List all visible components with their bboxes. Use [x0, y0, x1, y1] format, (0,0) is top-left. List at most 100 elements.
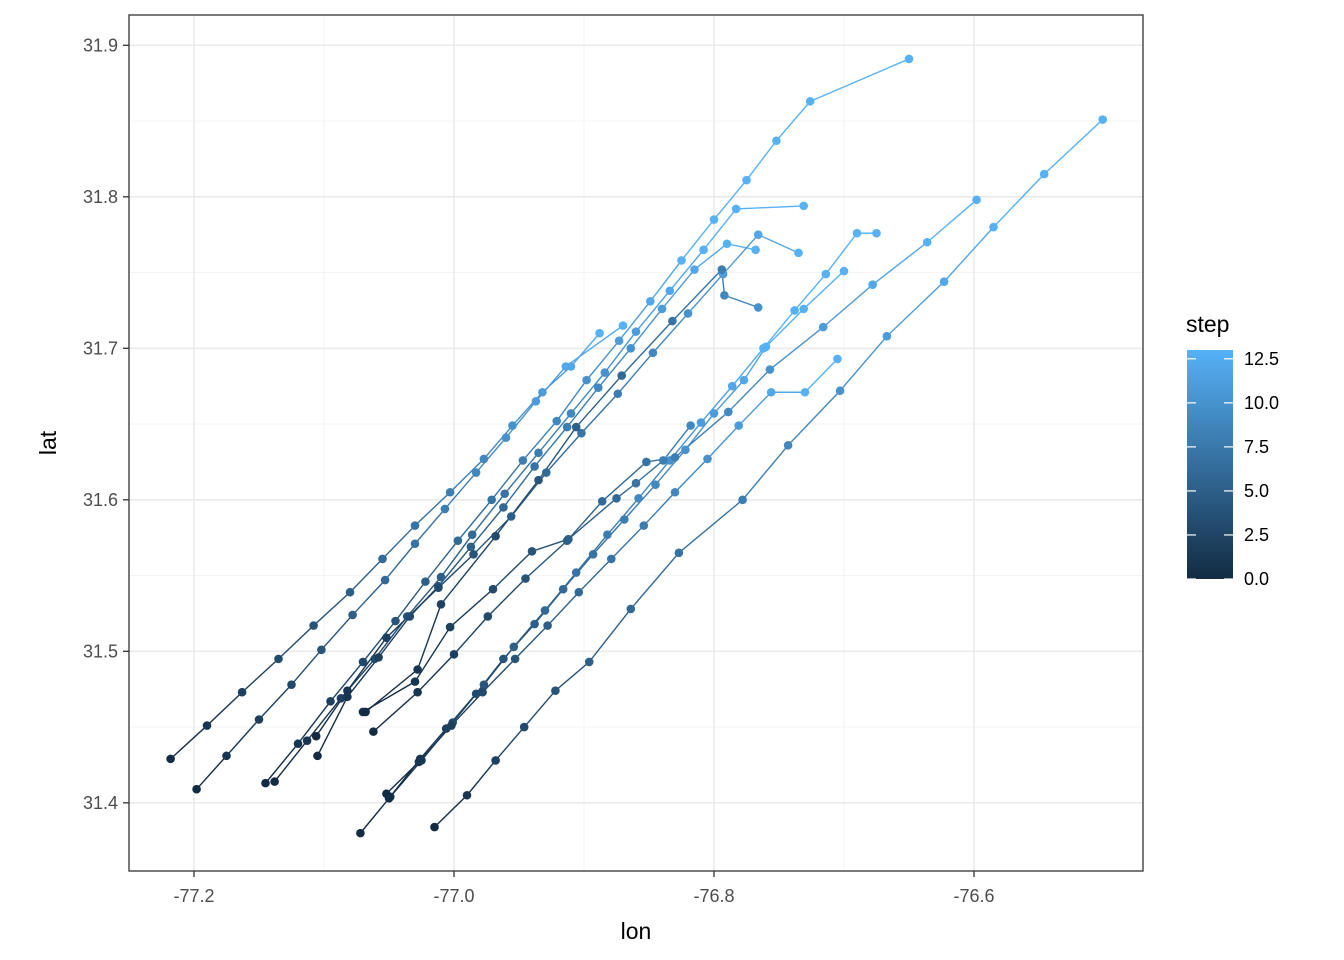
- track-3-point: [772, 136, 781, 146]
- legend-ticks: 0.0 2.5 5.0 7.5 10.0 12.5: [1187, 349, 1279, 589]
- track-2-point: [222, 751, 231, 761]
- track-1-segment: [170, 725, 208, 760]
- track-3-segment: [775, 100, 811, 142]
- track-4-segment: [471, 493, 506, 536]
- track-8-segment: [630, 552, 680, 610]
- track-1-point: [274, 654, 283, 664]
- track-9-point: [734, 421, 743, 430]
- track-12-segment: [671, 269, 723, 322]
- track-11-segment: [566, 500, 603, 542]
- track-5-segment: [726, 243, 756, 251]
- track-8-segment: [588, 608, 632, 663]
- track-12-point: [753, 303, 763, 312]
- track-5-point: [690, 265, 699, 274]
- track-10-point: [651, 480, 660, 489]
- track-9-point: [478, 687, 487, 697]
- track-3-point: [453, 536, 463, 546]
- track-3-segment: [522, 420, 558, 461]
- track-10-point: [681, 445, 690, 455]
- track-12-point: [717, 265, 727, 274]
- track-9-segment: [578, 558, 612, 593]
- track-1-point: [445, 487, 455, 497]
- track-4-point: [270, 777, 279, 786]
- track-2-point: [561, 362, 571, 371]
- track-10-segment: [475, 658, 504, 695]
- track-5-segment: [534, 426, 568, 467]
- track-12-segment: [621, 320, 673, 377]
- track-3-point: [261, 778, 270, 788]
- track-4-point: [799, 201, 808, 211]
- track-3-segment: [556, 379, 588, 422]
- track-points: [166, 54, 1107, 838]
- track-12-point: [491, 531, 500, 541]
- track-1-point: [595, 328, 604, 338]
- track-11-point: [868, 280, 877, 289]
- track-11-segment: [872, 241, 928, 286]
- track-9-point: [766, 387, 776, 397]
- track-8-point: [626, 604, 636, 614]
- track-5-point: [562, 422, 572, 432]
- track-3-segment: [264, 743, 299, 784]
- track-2-point: [531, 397, 541, 406]
- track-6-point: [434, 583, 443, 592]
- track-3-point: [904, 54, 914, 64]
- track-12-point: [617, 371, 626, 380]
- track-5-point: [657, 304, 667, 314]
- track-5-point: [594, 383, 603, 393]
- legend-tick-label: 0.0: [1244, 569, 1269, 589]
- track-4-point: [566, 409, 576, 418]
- y-tick-label: 31.4: [83, 793, 118, 813]
- track-1-point: [508, 421, 517, 430]
- track-6-point: [311, 731, 321, 741]
- track-5-segment: [502, 466, 536, 508]
- track-2-segment: [352, 579, 386, 616]
- track-2-segment: [196, 755, 228, 790]
- track-8-point: [783, 440, 793, 450]
- track-9-segment: [547, 591, 580, 627]
- legend-tick-label: 7.5: [1244, 437, 1269, 457]
- track-6-segment: [385, 587, 439, 639]
- track-1-segment: [381, 525, 416, 560]
- track-13-segment: [414, 626, 451, 682]
- track-2-segment: [320, 614, 354, 651]
- track-3-point: [358, 657, 368, 667]
- track-5-segment: [470, 506, 504, 548]
- track-13-segment: [635, 459, 664, 484]
- track-3-segment: [394, 581, 426, 622]
- track-9-point: [703, 454, 712, 464]
- track-6-point: [469, 550, 478, 559]
- track-9-segment: [643, 491, 676, 527]
- track-7-segment: [638, 459, 671, 499]
- track-3-segment: [329, 661, 364, 702]
- track-3-segment: [491, 459, 524, 501]
- track-9-segment: [674, 458, 709, 493]
- track-8-point: [430, 822, 439, 832]
- track-1-point: [237, 687, 247, 697]
- track-13-point: [445, 622, 455, 632]
- x-axis-title: lon: [621, 918, 652, 944]
- track-5-segment: [597, 347, 632, 389]
- track-6-segment: [580, 393, 619, 434]
- track-13-point: [612, 493, 621, 503]
- track-4-point: [336, 693, 346, 703]
- track-3-segment: [745, 140, 777, 181]
- track-7-point: [727, 381, 737, 391]
- track-11-segment: [417, 653, 455, 693]
- track-7-point: [479, 680, 489, 689]
- track-5-point: [722, 239, 732, 249]
- track-8-segment: [1043, 119, 1104, 175]
- track-11-segment: [453, 616, 489, 655]
- track-11-segment: [727, 369, 771, 413]
- track-11-point: [765, 365, 775, 374]
- track-13-segment: [449, 588, 494, 628]
- track-5-segment: [316, 696, 349, 757]
- track-7-point: [540, 606, 550, 615]
- track-4-point: [302, 736, 312, 746]
- track-1-segment: [241, 658, 279, 693]
- track-9-point: [510, 654, 520, 664]
- track-2-segment: [565, 325, 624, 368]
- track-2-segment: [258, 684, 293, 720]
- track-1-segment: [483, 425, 514, 460]
- track-10-point: [441, 724, 451, 733]
